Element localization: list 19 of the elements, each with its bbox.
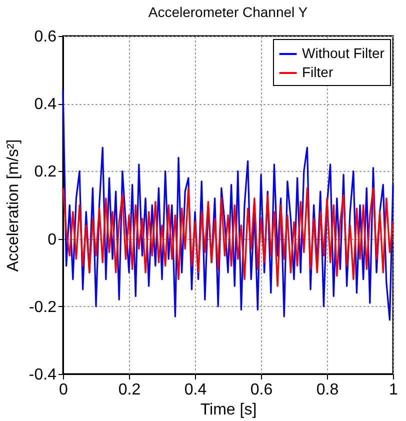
line-series: [62, 187, 394, 287]
x-tick-label: 0.4: [184, 382, 207, 398]
x-tick-label: 0: [59, 382, 68, 398]
y-tick-label: 0: [48, 231, 57, 248]
y-axis-title: Acceleration [m/s²]: [4, 139, 22, 272]
x-tick-label: 0.8: [316, 382, 339, 398]
x-tick-label: 0.6: [250, 382, 273, 398]
x-tick-label: 0.2: [118, 382, 141, 398]
legend-label: Filter: [302, 64, 334, 80]
x-axis-title: Time [s]: [200, 402, 257, 418]
y-tick-label: 0.6: [34, 28, 57, 46]
chart-title: Accelerometer Channel Y: [148, 4, 308, 20]
line-series: [62, 89, 394, 321]
y-tick-label: -0.4: [28, 366, 57, 384]
legend-label: Without Filter: [302, 45, 385, 61]
y-tick-label: 0.4: [34, 96, 57, 114]
y-tick-label: 0.2: [34, 164, 57, 181]
x-tick-label: 1: [389, 382, 398, 398]
y-tick-label: -0.2: [28, 298, 57, 316]
